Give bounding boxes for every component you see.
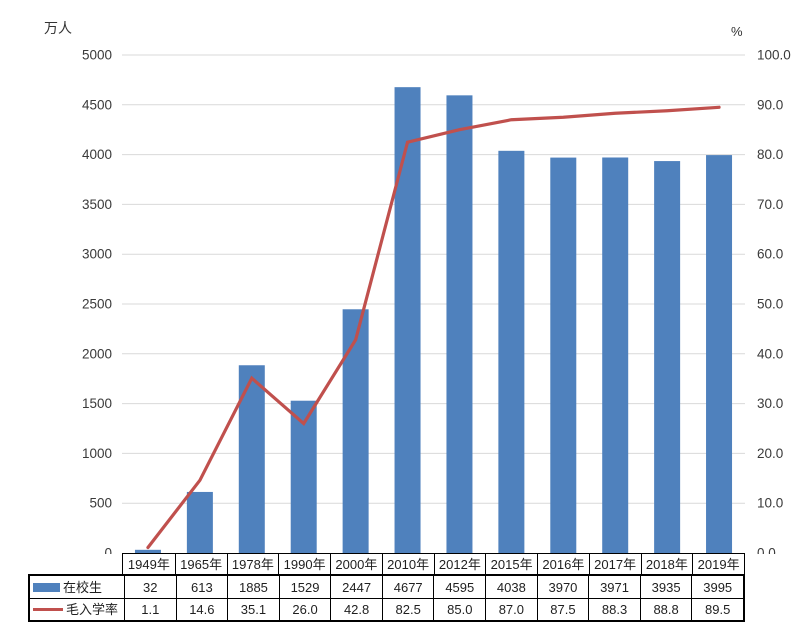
value-cell-毛入学率: 87.0: [485, 598, 537, 620]
bar-在校生: [134, 549, 161, 553]
value-cell-在校生: 4038: [485, 576, 537, 598]
series-name-label: 在校生: [63, 579, 103, 595]
left-axis-tick-label: 4500: [82, 97, 112, 112]
series-name-label: 毛入学率: [66, 602, 119, 617]
right-axis-tick-label: 50.0: [757, 297, 783, 312]
year-header-cell: 2000年: [330, 554, 382, 574]
value-cell-在校生: 1885: [227, 576, 279, 598]
value-cell-毛入学率: 35.1: [227, 598, 279, 620]
year-header-cell: 1965年: [174, 554, 227, 574]
value-cell-在校生: 3995: [691, 576, 743, 598]
legend-cell-line: 毛入学率: [30, 598, 124, 620]
value-cell-在校生: 613: [175, 576, 228, 598]
value-cell-在校生: 3935: [639, 576, 692, 598]
bar-在校生: [654, 161, 681, 553]
year-header-cell: 1949年: [127, 556, 170, 572]
left-axis-tick-label: 5000: [82, 48, 112, 63]
bar-在校生: [706, 155, 733, 553]
bar-legend-swatch-icon: [33, 582, 60, 592]
year-header-cell: 2019年: [692, 554, 744, 574]
bar-在校生: [602, 157, 629, 553]
value-cell-毛入学率: 1.1: [124, 598, 176, 620]
bar-在校生: [446, 95, 473, 553]
year-header-cell: 2015年: [485, 554, 537, 574]
value-cell-在校生: 3970: [536, 576, 589, 598]
left-axis-unit-label: 万人: [44, 20, 72, 36]
right-axis-tick-label: 100.0: [757, 48, 791, 63]
left-axis-tick-label: 2000: [82, 346, 112, 361]
bar-在校生: [498, 150, 525, 554]
right-axis-unit-label: %: [731, 24, 743, 39]
bar-在校生: [550, 157, 577, 553]
value-cell-在校生: 4677: [381, 576, 434, 598]
left-axis-tick-label: 1500: [82, 396, 112, 411]
combo-chart-plot: 0 500 1000 1500 2000 2500 3000 3500 4000 4500 5000…: [82, 48, 791, 555]
value-cell-毛入学率: 88.3: [588, 598, 640, 620]
right-axis-tick-label: 90.0: [757, 97, 783, 112]
value-cell-毛入学率: 42.8: [330, 598, 382, 620]
year-header-cell: 2012年: [433, 554, 486, 574]
bar-在校生: [342, 309, 369, 553]
data-table-year-header-row: 1949年 1965年 1978年 1990年 2000年 2010年 2012年 2015年…: [122, 553, 745, 574]
value-cell-在校生: 1529: [278, 576, 331, 598]
right-axis-tick-label: 10.0: [757, 496, 783, 511]
year-header-cell: 2016年: [537, 554, 589, 574]
right-axis-tick-label: 20.0: [757, 446, 783, 461]
value-cell-在校生: 4595: [433, 576, 485, 598]
value-cell-在校生: 2447: [330, 576, 382, 598]
value-cell-在校生: 3971: [588, 576, 640, 598]
year-header-cell: 2017年: [588, 554, 641, 574]
line-legend-swatch-icon: [33, 608, 63, 611]
left-axis-tick-label: 4000: [82, 147, 112, 162]
left-axis-tick-label: 3500: [82, 197, 112, 212]
value-cell-毛入学率: 14.6: [175, 598, 228, 620]
value-cell-毛入学率: 89.5: [691, 598, 743, 620]
year-header-cell: 2018年: [640, 554, 693, 574]
line-毛入学率: [146, 105, 721, 550]
left-axis-tick-label: 2500: [82, 297, 112, 312]
left-axis-tick-label: 3000: [82, 247, 112, 262]
data-table-body: 在校生 32 613 1885 1529 2447 4677 4595 4038 3970 3971…: [28, 574, 745, 622]
legend-cell-bar: 在校生: [30, 576, 124, 598]
bar-在校生: [186, 491, 213, 553]
year-header-cell: 1990年: [278, 554, 330, 574]
right-axis-tick-label: 0.0: [757, 546, 776, 555]
value-cell-在校生: 32: [124, 576, 176, 598]
value-cell-毛入学率: 87.5: [536, 598, 589, 620]
left-axis-tick-label: 1000: [82, 446, 112, 461]
right-axis-tick-label: 40.0: [757, 346, 783, 361]
right-axis-tick-label: 30.0: [757, 396, 783, 411]
bar-在校生: [394, 87, 421, 553]
year-header-cell: 2010年: [381, 554, 434, 574]
bar-在校生: [290, 400, 317, 553]
value-cell-毛入学率: 85.0: [433, 598, 486, 620]
right-axis-tick-label: 80.0: [757, 147, 783, 162]
value-cell-毛入学率: 26.0: [278, 598, 331, 620]
right-axis-tick-label: 60.0: [757, 247, 783, 262]
value-cell-毛入学率: 82.5: [381, 598, 434, 620]
left-axis-tick-label: 500: [89, 496, 112, 511]
left-axis-tick-label: 0: [104, 546, 112, 555]
value-cell-毛入学率: 88.8: [639, 598, 692, 620]
year-header-cell: 1978年: [226, 554, 279, 574]
right-axis-tick-label: 70.0: [757, 197, 783, 212]
